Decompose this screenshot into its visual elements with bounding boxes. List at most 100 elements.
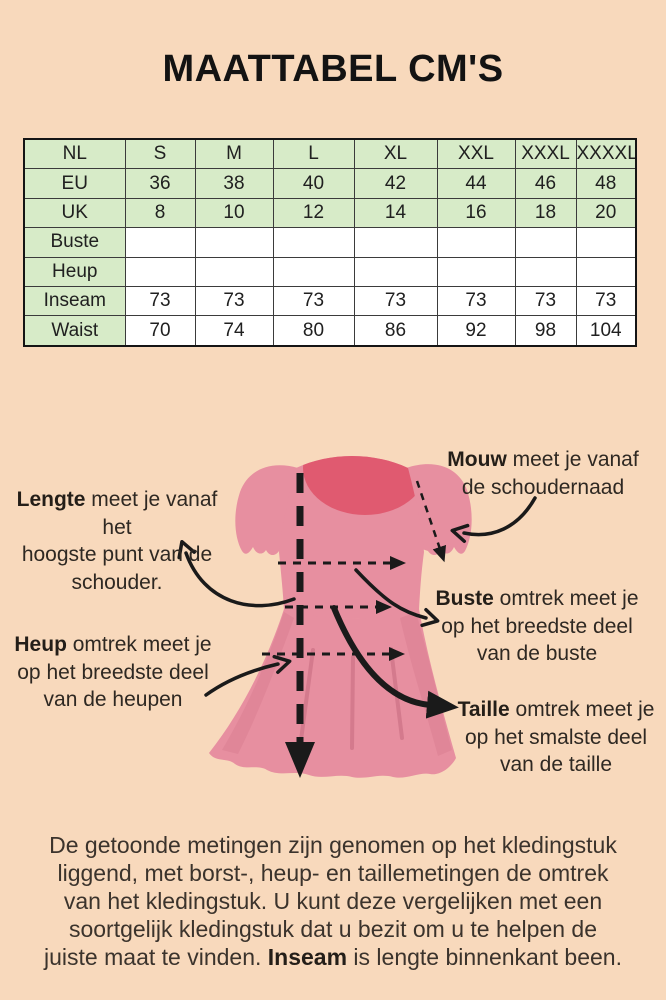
size-cell: 44 (436, 168, 516, 199)
row-label: Heup (23, 256, 126, 287)
annotation-length: Lengte meet je vanaf het hoogste punt va… (2, 486, 232, 596)
size-cell (575, 227, 637, 258)
annotation-line: Buste omtrek meet je (435, 587, 639, 610)
sleeve-callout-arrow (450, 496, 537, 543)
hip-callout-arrow (204, 654, 292, 697)
size-cell: 73 (436, 285, 516, 317)
size-cell (272, 227, 355, 258)
size-cell: 92 (436, 315, 516, 347)
waist-callout-arrow (331, 605, 459, 719)
footer-line: soortgelijk kledingstuk dat u bezit om u… (68, 916, 598, 942)
annotation-line: Mouw meet je vanaf (447, 448, 639, 471)
table-row-waist: Waist 70 74 80 86 92 98 104 (23, 315, 637, 347)
footer-paragraph: De getoonde metingen zijn genomen op het… (20, 831, 646, 971)
table-row-inseam: Inseam 73 73 73 73 73 73 73 (23, 285, 637, 317)
size-cell: 70 (124, 315, 196, 347)
sleeve-measure-line (415, 480, 446, 563)
annotation-line: Taille omtrek meet je (457, 698, 655, 721)
annotation-line: van de taille (499, 753, 613, 776)
annotation-line: op het breedste deel (441, 614, 633, 638)
annotation-line: van de buste (476, 642, 598, 665)
size-cell: 42 (353, 168, 438, 199)
size-cell: 73 (194, 285, 274, 317)
size-cell: S (124, 138, 196, 170)
size-cell: 8 (124, 197, 196, 229)
skirt-pleat-line (389, 647, 404, 740)
annotation-line: Lengte meet je vanaf het (16, 488, 218, 539)
row-label: UK (23, 197, 126, 229)
annotation-line: de schoudernaad (461, 475, 625, 499)
length-arrowhead (285, 742, 315, 778)
size-cell: 73 (124, 285, 196, 317)
size-cell: 98 (514, 315, 577, 347)
size-cell (272, 256, 355, 287)
size-cell: 48 (575, 168, 637, 199)
page-title: MAATTABEL CM'S (162, 48, 504, 90)
row-label: Buste (23, 227, 126, 258)
dress-neckline (303, 456, 424, 515)
annotation-line: schouder. (71, 570, 163, 594)
size-cell: XXXL (514, 138, 577, 170)
size-cell (194, 227, 274, 258)
size-cell: M (194, 138, 274, 170)
size-cell: 74 (194, 315, 274, 347)
size-cell: 10 (194, 197, 274, 229)
size-cell (194, 256, 274, 287)
size-cell (436, 256, 516, 287)
annotation-line: hoogste punt van de (21, 543, 213, 566)
annotation-line: van de heupen (43, 688, 183, 711)
dress-skirt (209, 609, 456, 778)
annotation-sleeve: Mouw meet je vanaf de schoudernaad (440, 446, 646, 501)
size-cell (124, 227, 196, 258)
size-cell: 18 (514, 197, 577, 229)
size-cell: 46 (514, 168, 577, 199)
row-label: EU (23, 168, 126, 199)
skirt-shading-left (222, 612, 294, 754)
size-cell (514, 227, 577, 258)
measurement-lines (262, 473, 446, 778)
size-cell: 86 (353, 315, 438, 347)
footer-line: De getoonde metingen zijn genomen op het… (49, 832, 617, 858)
size-cell: 104 (575, 315, 637, 347)
footer-line: van het kledingstuk. U kunt deze vergeli… (63, 888, 603, 914)
size-cell: L (272, 138, 355, 170)
size-cell: 73 (353, 285, 438, 317)
size-cell: XL (353, 138, 438, 170)
size-cell: 12 (272, 197, 355, 229)
size-cell (353, 227, 438, 258)
size-cell: 73 (514, 285, 577, 317)
size-cell: 16 (436, 197, 516, 229)
annotation-bust: Buste omtrek meet je op het breedste dee… (434, 585, 640, 668)
bust-callout-arrow (354, 568, 440, 628)
size-cell: 36 (124, 168, 196, 199)
annotation-hip: Heup omtrek meet je op het breedste deel… (10, 631, 216, 714)
footer-line: juiste maat te vinden. Inseam is lengte … (44, 944, 622, 970)
skirt-pleat-line (299, 648, 315, 742)
size-cell: 40 (272, 168, 355, 199)
annotation-line: op het smalste deel (464, 725, 648, 749)
size-cell: 38 (194, 168, 274, 199)
dress-illustration (209, 456, 472, 778)
size-cell: 80 (272, 315, 355, 347)
dress-bodice (279, 456, 424, 619)
table-row-heup: Heup (23, 256, 637, 287)
skirt-pleat-line (350, 655, 355, 750)
size-cell: XXXXL (575, 138, 637, 170)
table-row-uk: UK 8 10 12 14 16 18 20 (23, 197, 637, 229)
size-cell (514, 256, 577, 287)
size-table: NL S M L XL XXL XXXL XXXXL EU 36 38 40 4… (23, 138, 637, 347)
size-cell: 73 (575, 285, 637, 317)
size-cell (353, 256, 438, 287)
size-cell (575, 256, 637, 287)
footer-line: liggend, met borst-, heup- en taillemeti… (57, 860, 609, 886)
size-cell (124, 256, 196, 287)
size-cell: 73 (272, 285, 355, 317)
size-cell: 20 (575, 197, 637, 229)
size-cell (436, 227, 516, 258)
size-cell: XXL (436, 138, 516, 170)
dress-left-sleeve (235, 465, 298, 556)
table-row-buste: Buste (23, 227, 637, 258)
row-label: NL (23, 138, 126, 170)
row-label: Waist (23, 315, 126, 347)
